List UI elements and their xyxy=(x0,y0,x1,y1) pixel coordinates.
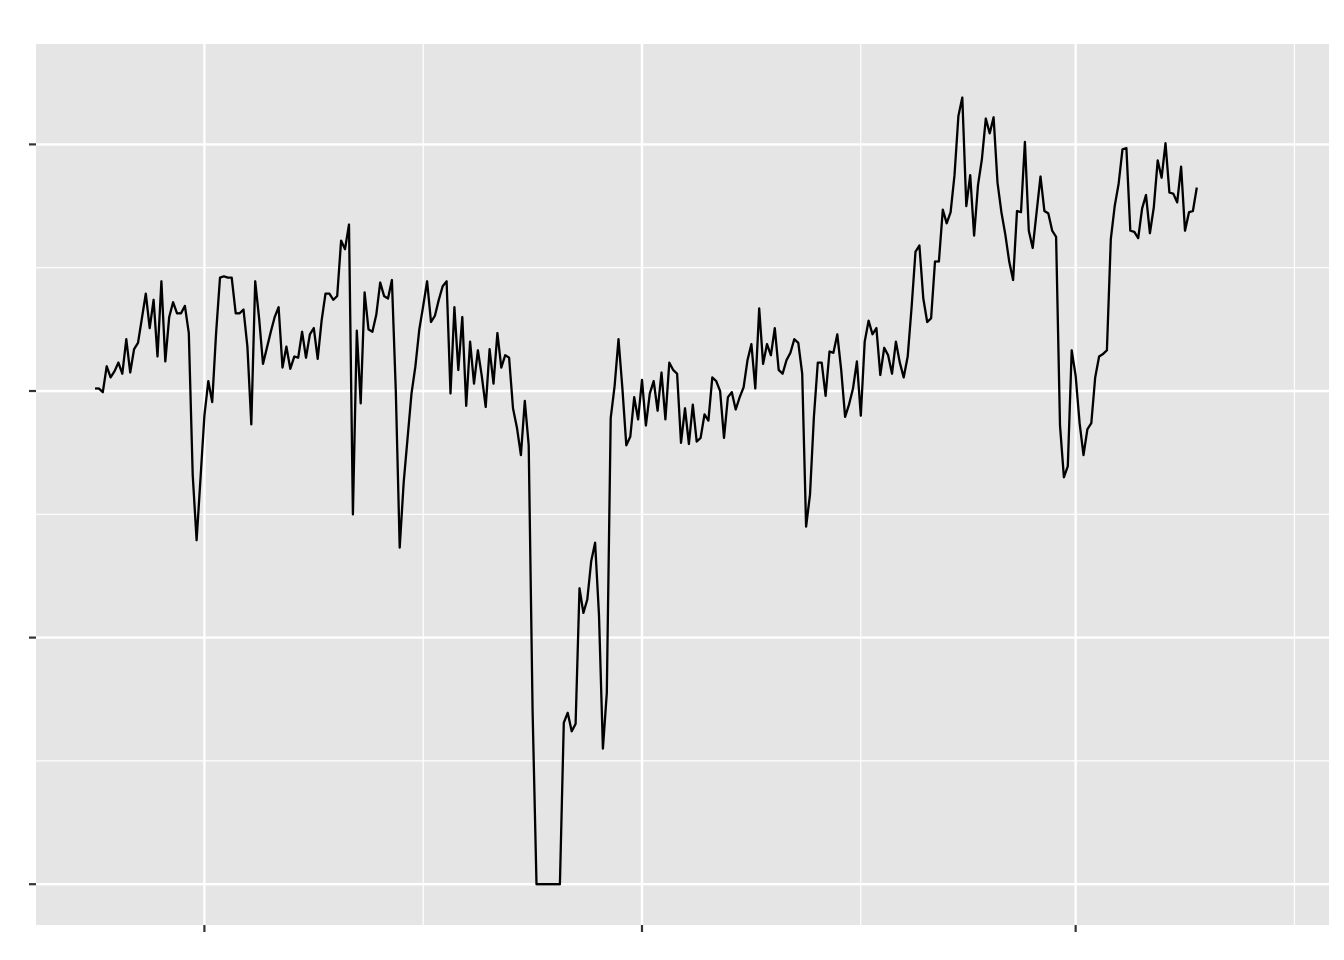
series-line xyxy=(95,96,1198,886)
minor-gridlines xyxy=(36,44,1329,925)
series-layer xyxy=(95,96,1198,886)
axis-ticks xyxy=(29,143,1077,932)
plot-panel xyxy=(36,44,1329,925)
